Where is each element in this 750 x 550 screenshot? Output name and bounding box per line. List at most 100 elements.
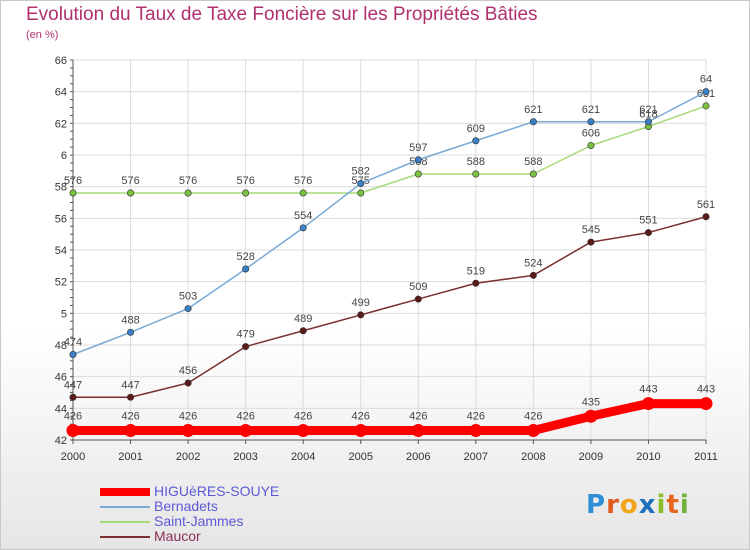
logo-letter: i	[679, 490, 690, 520]
data-point	[66, 424, 80, 437]
data-label: 426	[294, 411, 312, 423]
series-line	[72, 105, 707, 194]
data-label: 426	[352, 411, 370, 423]
y-tick-label: 44	[55, 403, 67, 415]
data-point	[184, 305, 192, 313]
data-label: 519	[467, 265, 485, 277]
data-label: 576	[64, 175, 82, 187]
chart-legend: HIGUèRES-SOUYE Bernadets Saint-Jammes Mauco…	[100, 484, 279, 544]
data-label: 447	[64, 379, 82, 391]
logo-letter: r	[606, 490, 620, 520]
data-point	[584, 409, 598, 423]
data-point	[587, 238, 595, 246]
y-tick-label: 58	[55, 182, 67, 194]
x-tick-label: 2011	[694, 451, 718, 463]
x-tick-label: 2009	[579, 451, 603, 463]
data-label: 456	[179, 365, 197, 377]
series-line	[72, 216, 707, 398]
legend-label: Maucor	[154, 528, 201, 544]
x-tick-label: 2002	[176, 451, 200, 463]
x-tick-label: 2000	[61, 451, 85, 463]
data-point	[124, 424, 138, 437]
data-label: 426	[409, 411, 427, 423]
data-point	[414, 170, 422, 178]
data-point	[699, 397, 713, 411]
data-label: 588	[467, 156, 485, 168]
data-point	[184, 379, 192, 387]
data-point	[296, 424, 310, 437]
data-label: 576	[294, 175, 312, 187]
y-tick-label: 42	[55, 435, 67, 447]
data-point	[242, 265, 250, 273]
data-label: 554	[294, 210, 312, 222]
legend-swatch	[100, 487, 150, 496]
legend-entry: HIGUèRES-SOUYE	[100, 484, 279, 499]
logo-letter: x	[638, 490, 657, 520]
legend-entry: Bernadets	[100, 499, 279, 514]
chart-subtitle: (en %)	[26, 29, 59, 41]
data-label: 618	[639, 109, 657, 121]
data-point	[644, 118, 652, 126]
data-label: 621	[582, 104, 600, 116]
data-point	[357, 180, 365, 188]
data-point	[529, 118, 537, 126]
y-tick-label: 5	[61, 308, 67, 320]
data-label: 426	[236, 411, 254, 423]
data-point	[472, 279, 480, 287]
legend-swatch	[100, 520, 150, 523]
data-point	[529, 271, 537, 279]
data-label: 551	[639, 215, 657, 227]
data-label: 488	[121, 314, 139, 326]
y-tick-label: 62	[55, 118, 67, 130]
logo-letter: t	[666, 490, 680, 520]
data-label: 528	[236, 251, 254, 263]
data-point	[242, 343, 250, 351]
chart-title: Evolution du Taux de Taxe Foncière sur l…	[26, 4, 538, 25]
data-label: 474	[64, 337, 82, 349]
legend-label: Saint-Jammes	[154, 513, 244, 529]
series-line	[72, 90, 707, 356]
data-label: 576	[179, 175, 197, 187]
data-point	[69, 393, 77, 401]
logo-letter: o	[619, 490, 639, 520]
data-point	[299, 224, 307, 232]
data-point	[469, 424, 483, 437]
y-tick-label: 56	[55, 213, 67, 225]
data-point	[299, 189, 307, 197]
x-tick-label: 2005	[348, 451, 372, 463]
legend-swatch	[100, 535, 150, 538]
data-label: 524	[524, 257, 542, 269]
y-tick-label: 48	[55, 340, 67, 352]
data-label: 426	[179, 411, 197, 423]
data-label: 576	[121, 175, 139, 187]
data-label: 609	[467, 123, 485, 135]
data-label: 479	[236, 329, 254, 341]
data-point	[411, 424, 425, 437]
data-point	[69, 350, 77, 358]
data-label: 443	[697, 384, 715, 396]
x-tick-label: 2001	[118, 451, 142, 463]
data-point	[242, 189, 250, 197]
data-label: 588	[524, 156, 542, 168]
data-label: 426	[64, 411, 82, 423]
data-point	[472, 170, 480, 178]
data-point	[69, 189, 77, 197]
data-label: 597	[409, 142, 427, 154]
data-point	[702, 213, 710, 221]
legend-label: HIGUèRES-SOUYE	[154, 483, 280, 499]
x-tick-label: 2004	[291, 451, 315, 463]
data-label: 489	[294, 313, 312, 325]
data-label: 561	[697, 199, 715, 211]
data-point	[702, 102, 710, 110]
data-point	[472, 137, 480, 145]
data-point	[414, 156, 422, 164]
data-label: 576	[236, 175, 254, 187]
data-point	[702, 88, 710, 96]
legend-swatch	[100, 505, 150, 508]
series-line	[68, 399, 711, 435]
proxiti-logo: Proxiti	[586, 490, 690, 520]
data-point	[239, 424, 253, 437]
data-point	[181, 424, 195, 437]
data-point	[184, 189, 192, 197]
